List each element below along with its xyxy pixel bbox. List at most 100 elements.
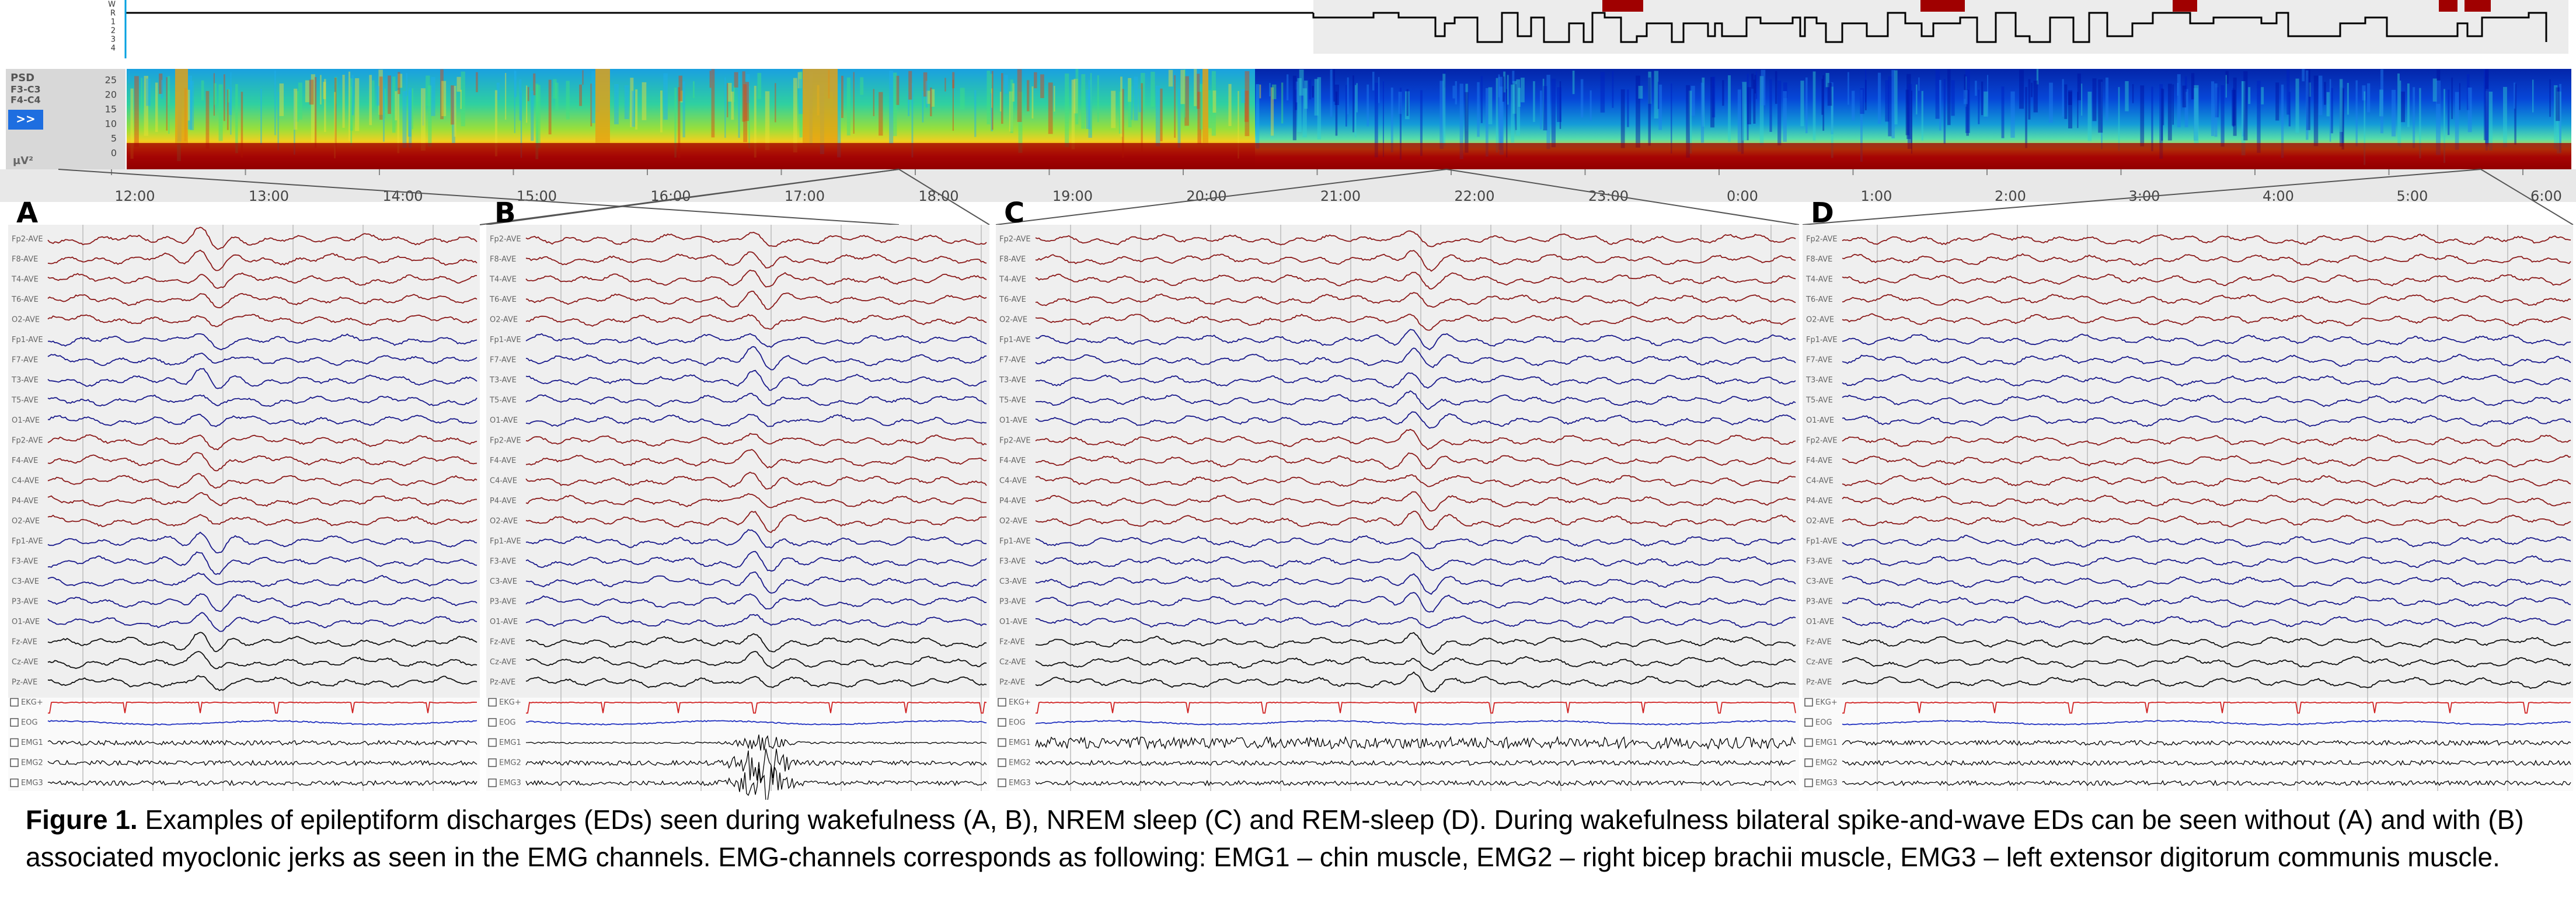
spectrogram-stripe (535, 83, 539, 159)
eeg-trace (1842, 676, 2571, 689)
spectrogram-stripe (1516, 79, 1521, 136)
spectrogram-stripe (398, 74, 403, 88)
spectrogram-stripe (456, 76, 461, 92)
spectrogram-stripe (1312, 86, 1314, 98)
spectrogram-stripe (2191, 73, 2195, 100)
spectrogram-stripe (1295, 81, 1298, 103)
channel-label: T3-AVE (11, 376, 39, 385)
freq-label: 15 (105, 104, 117, 115)
spectrogram-stripe (1480, 76, 1483, 123)
spectrogram-stripe (1034, 72, 1037, 89)
spectrogram-stripe (2514, 82, 2516, 109)
spectrogram-stripe (1512, 81, 1517, 114)
spectrogram-stripe (1965, 76, 1967, 107)
spectrogram-stripe (1009, 91, 1013, 132)
eeg-trace (47, 779, 477, 786)
spectrogram-stripe (624, 85, 629, 119)
spectrogram-stripe (2177, 82, 2178, 96)
eeg-trace (525, 313, 987, 330)
spectrogram-stripe (1444, 70, 1446, 88)
spectrogram-stripe (1141, 72, 1145, 109)
spectrogram-stripe (1620, 89, 1625, 148)
channel-label: O1-AVE (12, 416, 40, 425)
spectrogram-stripe (2184, 89, 2188, 127)
channel-label: T4-AVE (11, 276, 39, 284)
spectrogram-stripe (1657, 82, 1660, 109)
spectrogram-stripe (2436, 69, 2441, 104)
eeg-trace (1842, 595, 2571, 609)
spectrogram-stripe (860, 77, 864, 95)
expand-button[interactable] (8, 110, 43, 130)
spectrogram-stripe (974, 90, 977, 137)
spectrogram-stripe (582, 70, 584, 85)
channel-label: T4-AVE (1805, 276, 1833, 284)
spectrogram-stripe (2419, 88, 2421, 159)
spectrogram-stripe (1200, 83, 1204, 130)
channel-label: O1-AVE (1806, 416, 1834, 425)
spectrogram-stripe (213, 73, 215, 116)
spectrogram-stripe (579, 84, 582, 106)
eeg-trace (1842, 759, 2571, 766)
channel-label: C4-AVE (12, 477, 39, 486)
spectrogram-stripe (2025, 87, 2027, 148)
spectrogram-stripe (635, 89, 638, 130)
spectrogram-stripe (2151, 86, 2153, 152)
eeg-trace (1842, 615, 2571, 629)
spectrogram-stripe (999, 92, 1002, 111)
stage-label: 3 (111, 36, 116, 44)
freq-label: 0 (111, 148, 117, 159)
channel-checkbox (1804, 738, 1813, 747)
spectrogram-stripe (1197, 92, 1202, 144)
spectrogram-stripe (2549, 79, 2551, 117)
channel-label: Fp2-AVE (999, 235, 1031, 244)
spectrogram-stripe (1075, 69, 1079, 124)
channel-label: EMG3 (1815, 779, 1838, 788)
spectrogram-stripe (1711, 76, 1716, 118)
spectrogram-stripe (1589, 90, 1592, 121)
eeg-trace (47, 551, 477, 575)
expand-button-label[interactable]: >> (16, 112, 36, 126)
connector (1802, 169, 2481, 225)
spectrogram-stripe (1228, 83, 1232, 126)
channel-label: Fp1-AVE (1806, 336, 1838, 344)
spectrogram-stripe (2106, 77, 2109, 121)
spectrogram-stripe (1399, 88, 1402, 160)
spectrogram-stripe (1122, 89, 1124, 158)
channel-label: Fp2-AVE (490, 235, 521, 244)
eeg-trace (47, 612, 477, 632)
eeg-trace (1842, 253, 2571, 266)
spectrogram-stripe (2557, 91, 2561, 154)
spectrogram-stripe (277, 92, 279, 151)
panel-letter: A (16, 197, 38, 229)
spectrogram-stripe (1194, 69, 1197, 106)
eeg-trace (1035, 347, 1796, 368)
connector (486, 169, 900, 225)
spectrogram-stripe (2485, 91, 2488, 151)
eeg-trace (1035, 510, 1796, 531)
spectrogram-stripe (2182, 85, 2187, 107)
spectrogram-stripe (1241, 89, 1246, 103)
channel-label: C3-AVE (999, 577, 1027, 586)
spectrogram-stripe (922, 90, 924, 123)
spectrogram-stripe (1580, 79, 1584, 118)
spectrogram-stripe (1848, 72, 1849, 105)
spectrogram-stripe (2556, 87, 2560, 121)
spectrogram-stripe (1120, 76, 1123, 137)
spectrogram-stripe (1018, 92, 1023, 153)
spectrogram-stripe (754, 85, 757, 158)
eeg-trace (525, 765, 987, 802)
spectrogram-stripe (218, 84, 223, 141)
spectrogram-stripe (1888, 76, 1892, 137)
spectrogram-stripe (428, 85, 432, 147)
spectrogram-stripe (1759, 76, 1764, 145)
spectrogram-stripe (992, 71, 994, 130)
spectrogram-stripe (130, 88, 134, 159)
spectrogram-stripe (1111, 90, 1116, 128)
panel-aux-background (8, 698, 480, 791)
spectrogram-stripe (614, 83, 619, 124)
spectrogram-stripe (1134, 76, 1138, 121)
spectrogram-stripe (2399, 81, 2401, 148)
channel-label: P3-AVE (12, 598, 39, 607)
spectrogram-stripe (1878, 72, 1881, 124)
spectrogram-stripe (2010, 91, 2015, 138)
